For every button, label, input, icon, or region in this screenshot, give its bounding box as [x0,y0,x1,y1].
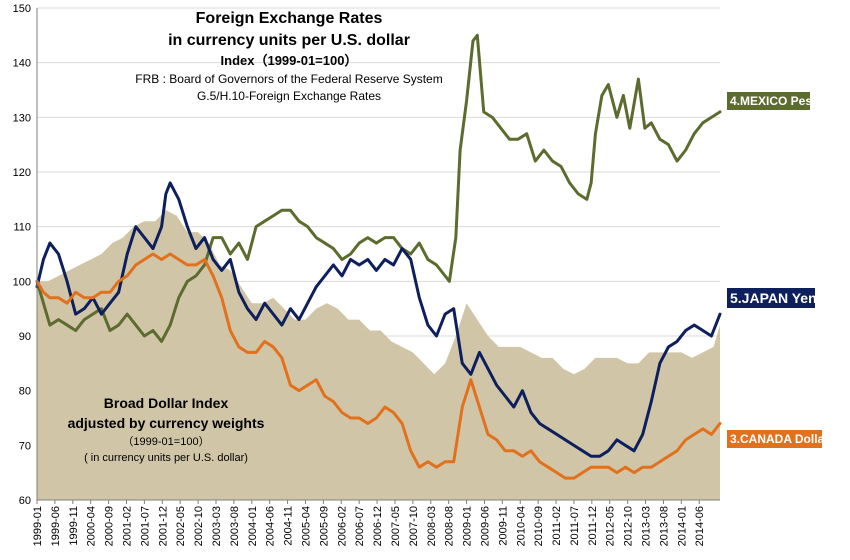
x-tick-label: 2002-10 [193,506,205,546]
y-tick-label: 60 [19,495,31,507]
canada-label-text: 3.CANADA Dollar [730,432,829,446]
y-tick-label: 70 [19,440,31,452]
x-tick-label: 1999-11 [68,506,80,546]
series-layer [35,33,722,480]
x-tick-label: 2002-05 [175,506,187,546]
x-tick-label: 1999-06 [50,506,62,546]
x-tick-label: 2007-10 [408,506,420,546]
y-tick-label: 110 [13,222,31,234]
x-tick-label: 2008-08 [444,506,456,546]
x-tick-label: 2010-09 [533,506,545,546]
series-line-canada-dollar [35,252,722,480]
y-tick-label: 150 [13,3,31,15]
area-label-units: ( in currency units per U.S. dollar) [84,452,248,464]
chart-subtitle: Index（1999-01=100） [221,53,358,68]
x-tick-label: 2001-12 [157,506,169,546]
x-tick-label: 2004-11 [283,506,295,546]
y-tick-label: 90 [19,331,31,343]
x-tick-label: 2014-01 [676,506,688,546]
x-tick-label: 2000-04 [86,506,98,546]
x-tick-label: 2013-08 [658,506,670,546]
x-tick-label: 1999-01 [32,506,44,546]
japan-label-box [727,288,815,308]
x-tick-label: 2000-09 [104,506,116,546]
x-tick-label: 2008-03 [426,506,438,546]
area-label-subtitle: adjusted by currency weights [68,415,265,431]
x-tick-label: 2009-11 [497,506,509,546]
broad-dollar-area-layer [37,210,720,500]
mexico-end-label: 4.MEXICO Peso [727,92,819,110]
x-tick-label: 2003-03 [211,506,223,546]
series-line-japan-yen [35,181,722,458]
x-tick-label: 2005-04 [300,506,312,546]
source-line-1: FRB : Board of Governors of the Federal … [135,72,442,86]
x-tick-label: 2004-01 [247,506,259,546]
x-tick-label: 2011-12 [587,506,599,546]
x-tick-label: 2006-12 [372,506,384,546]
x-tick-label: 2010-04 [515,506,527,546]
x-tick-label: 2012-10 [623,506,635,546]
y-tick-label: 140 [13,58,31,70]
x-tick-label: 2012-05 [605,506,617,546]
mexico-label-box [727,92,810,110]
chart-title: Foreign Exchange Rates [196,10,383,27]
x-tick-label: 2001-07 [139,506,151,546]
canada-end-label: 3.CANADA Dollar [727,430,829,448]
x-tick-label: 2013-03 [641,506,653,546]
mexico-label-text: 4.MEXICO Peso [730,94,819,108]
x-tick-label: 2006-02 [336,506,348,546]
x-tick-label: 2003-08 [229,506,241,546]
x-tick-label: 2006-07 [354,506,366,546]
y-tick-label: 120 [13,167,31,179]
broad-dollar-index-area [37,210,720,500]
japan-label-text: 5.JAPAN Yen [730,290,817,306]
y-tick-label: 80 [19,386,31,398]
y-tick-label: 100 [13,276,31,288]
x-tick-label: 2004-06 [265,506,277,546]
x-tick-label: 2007-05 [390,506,402,546]
source-line-2: G.5/H.10-Foreign Exchange Rates [197,89,381,103]
axis-layer: 60 70 80 90 100 110 120 130 140 150 1999-01 1999-06… [13,3,720,546]
x-tick-label: 2014-06 [694,506,706,546]
canada-label-box [727,430,822,448]
x-tick-label: 2009-06 [479,506,491,546]
x-tick-label: 2009-01 [462,506,474,546]
area-label-title: Broad Dollar Index [104,395,229,411]
japan-end-label: 5.JAPAN Yen [727,288,817,308]
x-tick-label: 2001-02 [121,506,133,546]
x-tick-label: 2005-09 [318,506,330,546]
y-tick-label: 130 [13,112,31,124]
x-tick-label: 2011-07 [569,506,581,546]
chart-title-line2: in currency units per U.S. dollar [168,32,410,49]
area-label-index: （1999-01=100） [122,435,209,448]
x-tick-label: 2011-02 [551,506,563,546]
series-line-mexico-peso [35,33,722,343]
